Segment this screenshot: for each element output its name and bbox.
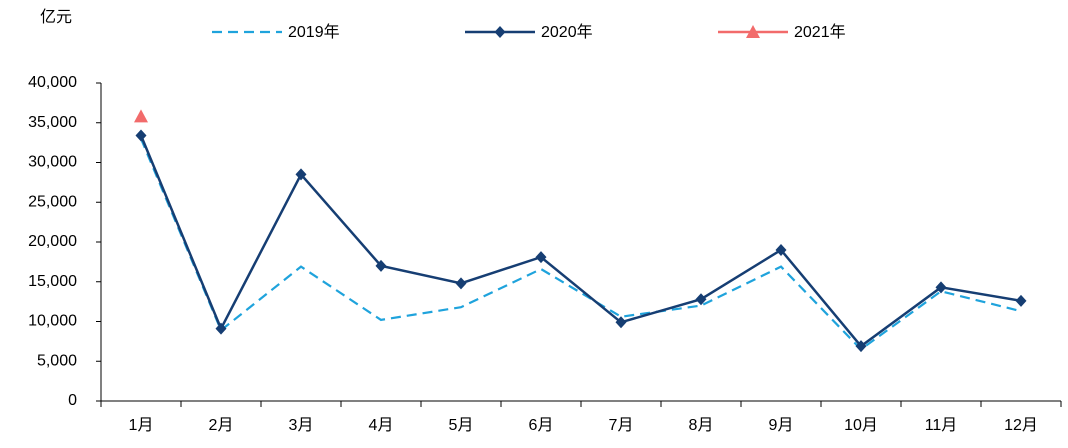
- x-tick-label: 9月: [769, 417, 794, 434]
- y-tick-label: 5,000: [37, 352, 77, 369]
- x-tick-label: 5月: [449, 417, 474, 434]
- data-point: [615, 316, 627, 329]
- legend-label: 2019年: [288, 23, 340, 41]
- legend-label: 2021年: [794, 23, 846, 41]
- x-tick-label: 11月: [925, 417, 958, 434]
- data-point: [775, 243, 787, 256]
- y-tick-label: 20,000: [28, 233, 77, 250]
- legend-label: 2020年: [541, 23, 593, 41]
- data-point: [1015, 294, 1027, 307]
- data-point: [295, 168, 307, 181]
- data-point: [134, 109, 148, 123]
- data-point: [935, 281, 947, 294]
- data-point: [455, 277, 467, 290]
- x-tick-label: 2月: [209, 417, 234, 434]
- data-point: [695, 293, 707, 306]
- x-tick-label: 4月: [369, 417, 394, 434]
- series-line: [139, 138, 1022, 351]
- legend-marker: [494, 26, 506, 38]
- y-tick-label: 25,000: [28, 193, 77, 210]
- x-tick-label: 10月: [844, 417, 878, 434]
- x-tick-label: 1月: [129, 417, 154, 434]
- x-tick-label: 8月: [689, 417, 714, 434]
- x-tick-label: 6月: [529, 417, 554, 434]
- x-tick-label: 12月: [1004, 417, 1038, 434]
- data-point: [855, 340, 867, 353]
- x-tick-label: 3月: [289, 417, 314, 434]
- data-point: [215, 322, 227, 335]
- y-tick-label: 35,000: [28, 114, 77, 131]
- y-tick-label: 15,000: [28, 273, 77, 290]
- data-point: [375, 259, 387, 272]
- y-tick-label: 0: [68, 392, 77, 409]
- x-tick-label: 7月: [609, 417, 634, 434]
- data-point: [535, 251, 547, 264]
- legend-marker: [746, 25, 760, 38]
- series-line: [139, 134, 1022, 348]
- y-tick-label: 40,000: [28, 74, 77, 91]
- y-tick-label: 10,000: [28, 313, 77, 330]
- y-axis-unit: 亿元: [40, 8, 72, 26]
- y-tick-label: 30,000: [28, 154, 77, 171]
- data-point: [135, 129, 147, 142]
